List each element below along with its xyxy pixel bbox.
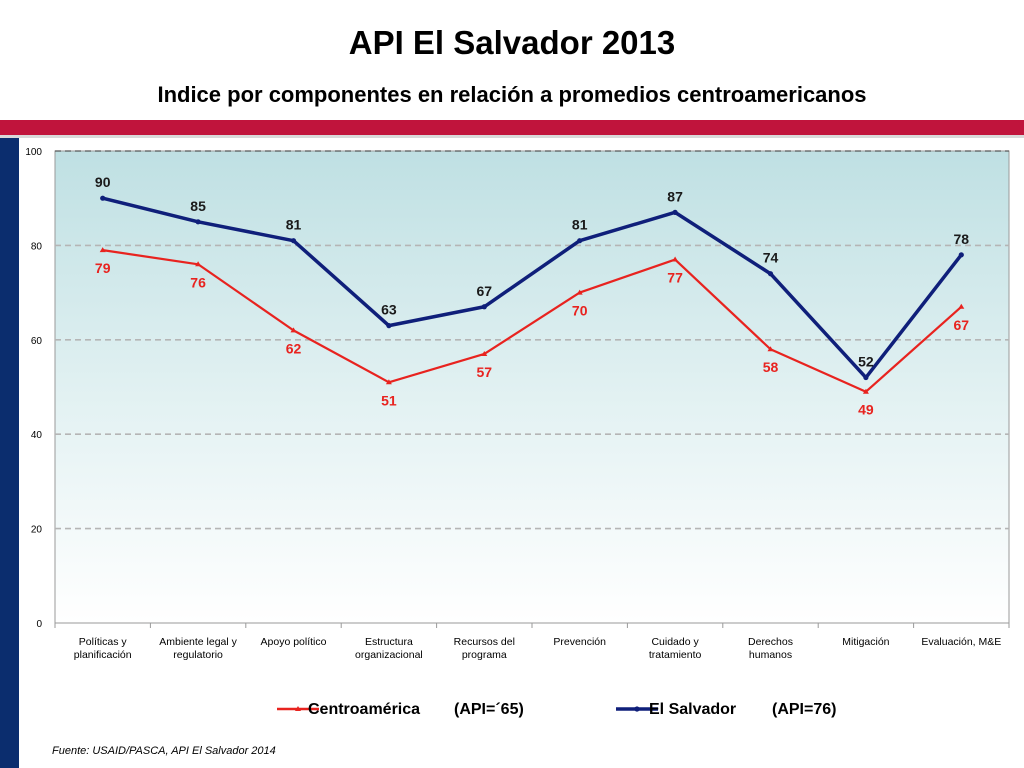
- data-label-el-salvador: 63: [381, 302, 397, 318]
- data-point-centroamerica: [290, 327, 297, 333]
- x-tick-label: Estructura organizacional: [355, 636, 423, 661]
- page-title: API El Salvador 2013: [348, 24, 676, 61]
- legend-marker-centroamerica: [295, 706, 301, 711]
- series-line-centroamerica: [102, 249, 963, 393]
- data-point-centroamerica: [862, 388, 869, 394]
- data-label-centroamerica: 79: [95, 260, 111, 276]
- data-label-centroamerica: 57: [477, 364, 493, 380]
- data-point-el-salvador: [767, 271, 774, 277]
- data-label-el-salvador: 67: [477, 283, 493, 299]
- page-subtitle: Indice por componentes en relación a pro…: [157, 82, 867, 107]
- data-point-el-salvador: [958, 252, 964, 258]
- y-tick-label: 60: [31, 336, 43, 347]
- data-label-centroamerica: 58: [763, 359, 779, 375]
- data-point-el-salvador: [386, 323, 392, 329]
- plot-area: [54, 150, 1010, 624]
- data-point-el-salvador: [672, 209, 678, 215]
- legend-label-el-salvador: El Salvador: [649, 701, 736, 718]
- data-label-centroamerica: 49: [858, 402, 874, 418]
- line-chart: 0 20 40 60 80 100 Políticas y planificación Ambi…: [25, 147, 1010, 718]
- x-tick-label: Recursos del programa: [454, 636, 515, 661]
- data-label-el-salvador: 74: [763, 250, 779, 266]
- data-label-el-salvador: 81: [572, 217, 588, 233]
- y-tick-label: 0: [36, 619, 42, 630]
- x-tick-label: Políticas y planificación: [74, 636, 132, 661]
- data-label-centroamerica: 70: [572, 303, 588, 319]
- x-tick-label: Cuidado y tratamiento: [649, 636, 702, 661]
- x-tick-label: Apoyo político: [261, 636, 327, 648]
- data-label-el-salvador: 52: [858, 354, 874, 370]
- y-tick-label: 80: [31, 241, 43, 252]
- side-bar: [0, 138, 19, 768]
- data-label-centroamerica: 76: [190, 274, 206, 290]
- data-point-centroamerica: [195, 261, 202, 267]
- data-label-el-salvador: 87: [667, 188, 683, 204]
- data-label-centroamerica: 51: [381, 392, 397, 408]
- data-label-centroamerica: 67: [954, 317, 970, 333]
- data-label-el-salvador: 78: [954, 231, 970, 247]
- y-tick-label: 40: [31, 430, 43, 441]
- data-label-centroamerica: 62: [286, 340, 302, 356]
- series-line-el-salvador: [102, 196, 963, 380]
- data-label-el-salvador: 81: [286, 217, 302, 233]
- x-tick-label: Ambiente legal y regulatorio: [159, 636, 237, 661]
- data-point-centroamerica: [576, 289, 583, 295]
- data-point-centroamerica: [481, 350, 488, 356]
- api-label-el-salvador: (API=76): [772, 701, 837, 718]
- x-tick-label: Evaluación, M&E: [921, 636, 1001, 648]
- api-label-centroamerica: (API=´65): [454, 701, 524, 718]
- x-tick-label: Prevención: [553, 636, 606, 648]
- data-point-centroamerica: [99, 247, 106, 253]
- data-point-centroamerica: [672, 256, 679, 262]
- x-tick-label: Mitigación: [842, 636, 889, 648]
- source-note: Fuente: USAID/PASCA, API El Salvador 201…: [52, 745, 276, 757]
- legend-marker-el-salvador: [634, 706, 640, 712]
- data-label-centroamerica: 77: [667, 270, 683, 286]
- data-point-centroamerica: [767, 346, 774, 352]
- y-tick-label: 20: [31, 525, 43, 536]
- legend-label-centroamerica: Centroamérica: [308, 701, 420, 718]
- header-band-shadow: [0, 135, 1024, 138]
- data-point-el-salvador: [290, 238, 297, 244]
- data-label-el-salvador: 85: [190, 198, 206, 214]
- data-point-el-salvador: [100, 195, 106, 201]
- data-point-el-salvador: [195, 219, 201, 225]
- data-label-el-salvador: 90: [95, 174, 111, 190]
- data-point-el-salvador: [577, 238, 583, 244]
- data-point-centroamerica: [958, 303, 965, 309]
- y-tick-label: 100: [25, 147, 42, 158]
- data-point-el-salvador: [863, 374, 869, 381]
- data-point-centroamerica: [385, 379, 392, 385]
- data-point-el-salvador: [481, 304, 487, 310]
- header-band: [0, 120, 1024, 135]
- x-tick-label: Derechos humanos: [748, 636, 793, 661]
